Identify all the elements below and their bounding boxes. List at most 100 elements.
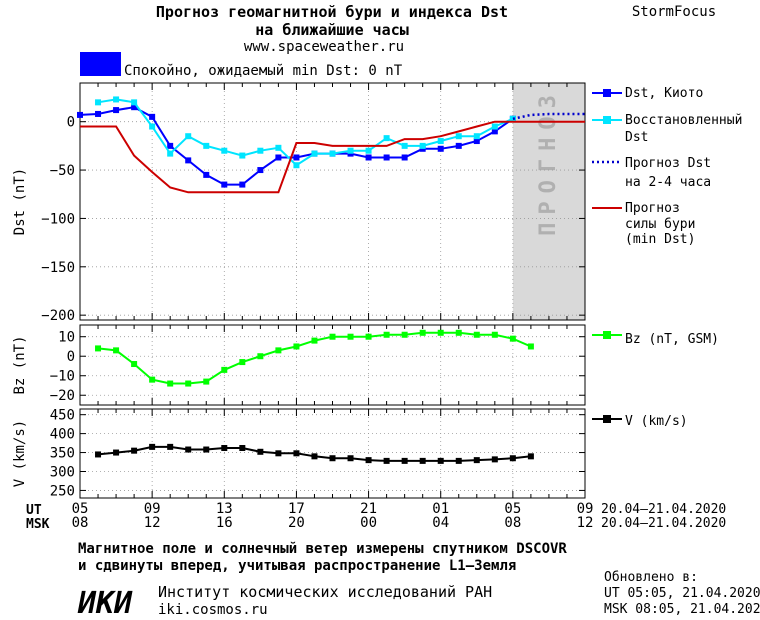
data-point — [383, 457, 390, 464]
data-point — [275, 154, 282, 161]
data-point — [257, 448, 264, 455]
y-axis-label: Dst (nT) — [12, 168, 28, 235]
brand-label: StormFocus — [632, 4, 716, 20]
bz-panel: 10 0 −10 −20 Bz (nT) — [12, 324, 586, 406]
data-point — [473, 331, 480, 338]
y-tick-label: 0 — [67, 115, 75, 131]
note-line-1: Магнитное поле и солнечный ветер измерен… — [78, 541, 567, 557]
data-point — [257, 147, 264, 154]
institute-site[interactable]: iki.cosmos.ru — [158, 602, 268, 618]
updated-msk: MSK 08:05, 21.04.2020 — [604, 602, 760, 617]
data-point — [167, 443, 174, 450]
data-point — [293, 162, 300, 169]
data-point — [401, 154, 408, 161]
data-point — [275, 144, 282, 151]
data-point — [221, 445, 228, 452]
data-point — [365, 457, 372, 464]
data-point — [329, 455, 336, 462]
data-point — [149, 113, 156, 120]
y-tick-label: 10 — [58, 330, 75, 346]
data-point — [401, 457, 408, 464]
msk-tick-label: 12 — [577, 515, 594, 531]
website-label[interactable]: www.spaceweather.ru — [244, 39, 404, 55]
dst-panel: ПРОГНОЗ 0 −50 −100 −150 −200 Dst (nT) — [12, 82, 586, 324]
data-point — [95, 451, 102, 458]
data-point — [293, 154, 300, 161]
legend-forecast-dst-1: Прогноз Dst — [625, 156, 711, 171]
data-point — [491, 331, 498, 338]
data-point — [149, 376, 156, 383]
data-point — [491, 456, 498, 463]
y-axis-label: V (km/s) — [12, 420, 28, 487]
data-point — [311, 337, 318, 344]
data-point — [293, 450, 300, 457]
data-point — [203, 378, 210, 385]
legend-storm-1: Прогноз — [625, 201, 680, 216]
data-point — [221, 147, 228, 154]
data-point — [401, 331, 408, 338]
data-point — [167, 380, 174, 387]
data-point — [239, 152, 246, 159]
data-point — [257, 353, 264, 360]
updated-label: Обновлено в: — [604, 570, 698, 585]
msk-range: 20.04–21.04.2020 — [601, 516, 726, 531]
title-line-1: Прогноз геомагнитной бури и индекса Dst — [156, 3, 508, 21]
msk-label: MSK — [26, 517, 50, 532]
legend-v-marker — [603, 415, 611, 423]
ut-label: UT — [26, 503, 42, 518]
msk-tick-label: 04 — [432, 515, 449, 531]
legend-bz: Bz (nT, GSM) — [625, 332, 719, 347]
y-tick-label: 400 — [50, 427, 75, 443]
data-point — [527, 343, 534, 350]
data-point — [383, 135, 390, 142]
ut-tick-label: 21 — [360, 501, 377, 517]
data-point — [149, 123, 156, 130]
data-point — [437, 138, 444, 145]
y-tick-label: 450 — [50, 408, 75, 424]
series-line — [80, 120, 585, 194]
legend-v: V (km/s) — [625, 414, 688, 429]
data-point — [131, 447, 138, 454]
data-point — [131, 361, 138, 368]
data-point — [509, 115, 516, 122]
data-point — [185, 157, 192, 164]
data-point — [239, 445, 246, 452]
ut-range: 20.04–21.04.2020 — [601, 502, 726, 517]
data-point — [455, 457, 462, 464]
institute-name: Институт космических исследований РАН — [158, 583, 492, 601]
data-point — [113, 107, 120, 114]
data-point — [311, 453, 318, 460]
data-point — [257, 167, 264, 174]
data-point — [239, 359, 246, 366]
ut-tick-label: 05 — [504, 501, 521, 517]
data-point — [437, 457, 444, 464]
legend-dst-restored-1: Восстановленный — [625, 113, 742, 128]
y-tick-label: 250 — [50, 483, 75, 499]
data-point — [239, 181, 246, 188]
data-point — [329, 150, 336, 157]
data-point — [203, 142, 210, 149]
data-point — [167, 142, 174, 149]
y-tick-label: −200 — [41, 308, 75, 324]
velocity-panel: 450 400 350 300 250 V (km/s) — [12, 408, 586, 499]
y-tick-label: 350 — [50, 446, 75, 462]
data-point — [221, 181, 228, 188]
legend-storm-2: силы бури — [625, 217, 695, 232]
data-point — [311, 150, 318, 157]
data-point — [95, 110, 102, 117]
title-line-2: на ближайшие часы — [255, 21, 409, 39]
data-point — [365, 154, 372, 161]
y-tick-label: −100 — [41, 211, 75, 227]
plot-frame — [79, 82, 586, 321]
data-point — [365, 333, 372, 340]
y-axis-label: Bz (nT) — [12, 335, 28, 394]
msk-tick-label: 16 — [216, 515, 233, 531]
status-color-box — [80, 52, 121, 76]
data-point — [455, 133, 462, 140]
data-point — [347, 333, 354, 340]
data-point — [185, 446, 192, 453]
msk-tick-label: 08 — [72, 515, 89, 531]
y-tick-label: −20 — [50, 388, 75, 404]
status-text: Спокойно, ожидаемый min Dst: 0 nT — [124, 63, 403, 79]
